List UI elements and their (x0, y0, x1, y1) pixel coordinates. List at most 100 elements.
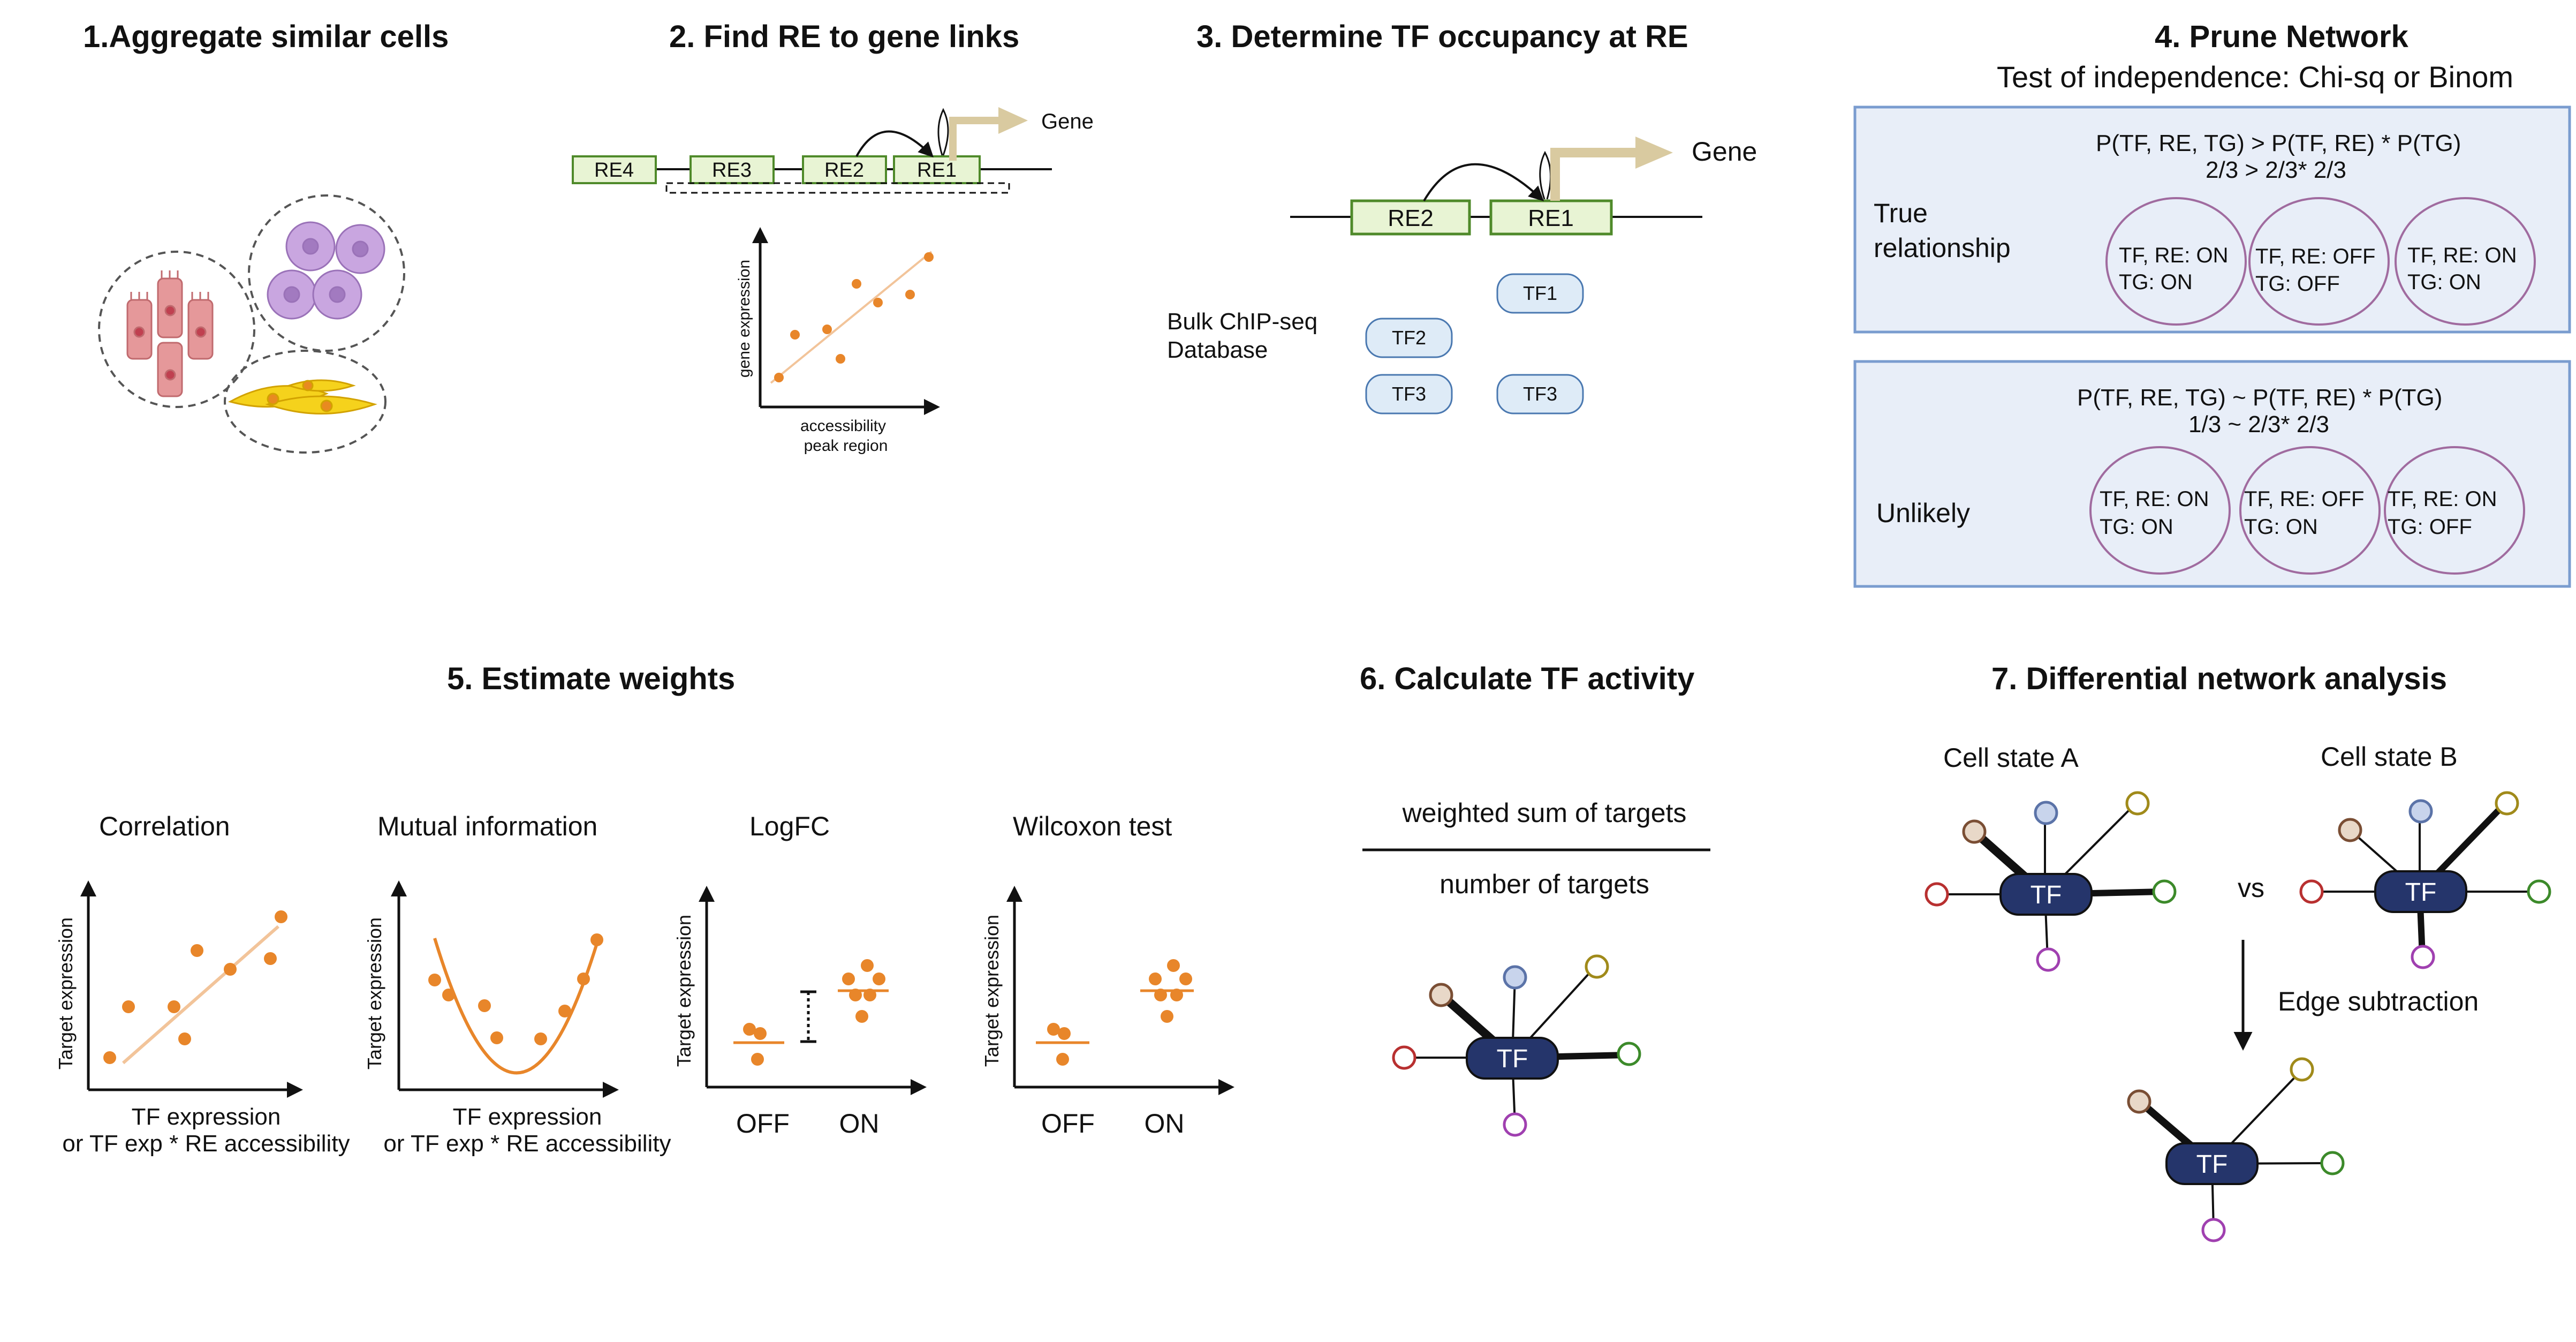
d-target-olive-icon (2290, 1057, 2314, 1082)
panel4-title: 4. Prune Network (2155, 19, 2409, 54)
re2-label: RE2 (824, 159, 864, 182)
mi-points (428, 933, 603, 1045)
tf3-label-a: TF3 (1392, 383, 1426, 405)
tf-node-b (2374, 870, 2467, 913)
unlikely-c3-line1: TF, RE: ON (2388, 487, 2497, 511)
unlikely-c2-line2: TG: ON (2244, 515, 2318, 539)
gene-tss-arrow-3 (1550, 148, 1638, 201)
b-target-red-icon (2299, 879, 2324, 904)
gene-label-3: Gene (1692, 137, 1757, 167)
panel-re-gene-links: 2. Find RE to gene links RE4 RE3 RE2 RE1… (572, 19, 1094, 455)
cilia-icon (130, 270, 209, 300)
gene-label: Gene (1041, 110, 1094, 133)
state-a-label: Cell state A (1943, 743, 2079, 773)
scatter-points (774, 252, 934, 382)
linked-region-bracket (665, 182, 1010, 194)
mi-y-label: Target expression (363, 917, 385, 1069)
true-eq-line2: 2/3 > 2/3* 2/3 (2206, 157, 2346, 183)
logfc-on-label: ON (839, 1109, 880, 1139)
re4-label: RE4 (594, 159, 634, 182)
panel1-title: 1.Aggregate similar cells (83, 19, 449, 54)
b-target-olive-icon (2495, 791, 2519, 816)
a-target-blue-icon (2034, 801, 2058, 825)
unlikely-c1-line1: TF, RE: ON (2100, 487, 2209, 511)
gene-tss-arrow (949, 117, 1001, 161)
wilcoxon-off-label: OFF (1041, 1109, 1095, 1139)
y-axis-label: gene expression (736, 260, 753, 378)
tf-node-b-label: TF (2405, 878, 2437, 907)
logfc-y-label: Target expression (673, 915, 695, 1067)
tf-node-label: TF (1497, 1045, 1528, 1073)
true-c2-line2: TG: OFF (2255, 272, 2340, 296)
tf-node-diff (2165, 1142, 2259, 1185)
true-circle-1 (2105, 197, 2247, 326)
unlikely-c3-line2: TG: OFF (2388, 515, 2472, 539)
x-axis-label-line1: accessibility (800, 417, 886, 435)
logfc-title: LogFC (749, 811, 830, 841)
cluster-spindle (224, 350, 387, 454)
mi-title: Mutual information (377, 811, 597, 841)
tf-node-diff-label: TF (2196, 1150, 2228, 1179)
tf3-chip-b (1496, 374, 1584, 414)
a-target-red-icon (1925, 882, 1949, 907)
corr-x-label-line1: TF expression (132, 1104, 281, 1130)
activity-numerator: weighted sum of targets (1402, 798, 1687, 828)
true-c1-line1: TF, RE: ON (2119, 244, 2228, 267)
panel-differential-network: 7. Differential network analysis Cell st… (1925, 661, 2551, 1242)
true-circle-2 (2248, 197, 2390, 326)
b-target-tan-icon (2338, 818, 2362, 842)
gene-arrowhead-3 (1635, 137, 1673, 169)
mi-x-label-line1: TF expression (453, 1104, 602, 1130)
unlikely-c1-line2: TG: ON (2100, 515, 2173, 539)
true-c3-line1: TF, RE: ON (2407, 244, 2517, 267)
tf2-label: TF2 (1392, 327, 1426, 349)
b-target-green-icon (2527, 879, 2551, 904)
logfc-off-label: OFF (736, 1109, 790, 1139)
panel5-title: 5. Estimate weights (447, 661, 735, 696)
tf1-chip (1496, 273, 1584, 314)
true-eq-line1: P(TF, RE, TG) > P(TF, RE) * P(TG) (2096, 130, 2461, 156)
panel6-title: 6. Calculate TF activity (1360, 661, 1694, 696)
panel2-title: 2. Find RE to gene links (669, 19, 1019, 54)
tf3-label-b: TF3 (1523, 383, 1557, 405)
re2-box (802, 155, 887, 184)
panel4-subtitle: Test of independence: Chi-sq or Binom (1997, 60, 2513, 94)
cluster-round (248, 194, 405, 352)
panel-prune-network: 4. Prune Network Test of independence: C… (1853, 19, 2571, 588)
true-relationship-box (1853, 105, 2571, 334)
chip-db-line1: Bulk ChIP-seq (1167, 308, 1317, 335)
loop-arrow (855, 130, 934, 157)
network-state-a: TF (1925, 791, 2177, 972)
cluster-epithelial (98, 251, 255, 408)
activity-denominator: number of targets (1439, 869, 1649, 899)
panel-aggregate-cells: 1.Aggregate similar cells (83, 19, 449, 454)
network-state-b: TF (2299, 791, 2551, 969)
a-target-tan-icon (1962, 819, 1987, 844)
loop-arrow-3 (1423, 163, 1544, 202)
corr-trend-line (122, 925, 279, 1065)
target-olive-icon (1585, 954, 1609, 979)
b-target-blue-icon (2408, 799, 2433, 824)
unlikely-eq-line1: P(TF, RE, TG) ~ P(TF, RE) * P(TG) (2077, 384, 2442, 411)
re2-label-3: RE2 (1388, 205, 1434, 231)
panel3-title: 3. Determine TF occupancy at RE (1196, 19, 1688, 54)
vs-label: vs (2238, 873, 2264, 903)
panel7-title: 7. Differential network analysis (1991, 661, 2447, 696)
mi-x-label-line2: or TF exp * RE accessibility (383, 1130, 671, 1157)
target-tan-icon (1429, 983, 1453, 1007)
d-target-green-icon (2320, 1151, 2345, 1175)
spindle-cells-icon (228, 379, 377, 414)
corr-points (103, 910, 287, 1064)
logfc-points (743, 959, 885, 1066)
network-difference: TF (2127, 1057, 2345, 1242)
tf-node-a-label: TF (2031, 881, 2062, 909)
re-boxes: RE4 RE3 RE2 RE1 (572, 155, 981, 184)
tf-chips: TF1 TF2 TF3 TF3 (1365, 273, 1584, 414)
re1-label-3: RE1 (1528, 205, 1574, 231)
unlikely-circle-3 (2384, 446, 2525, 575)
tf2-chip (1365, 318, 1453, 358)
logfc-plot: LogFC Target expression OFF ON (673, 811, 927, 1139)
true-c1-line2: TG: ON (2119, 270, 2193, 294)
a-target-olive-icon (2125, 791, 2150, 816)
